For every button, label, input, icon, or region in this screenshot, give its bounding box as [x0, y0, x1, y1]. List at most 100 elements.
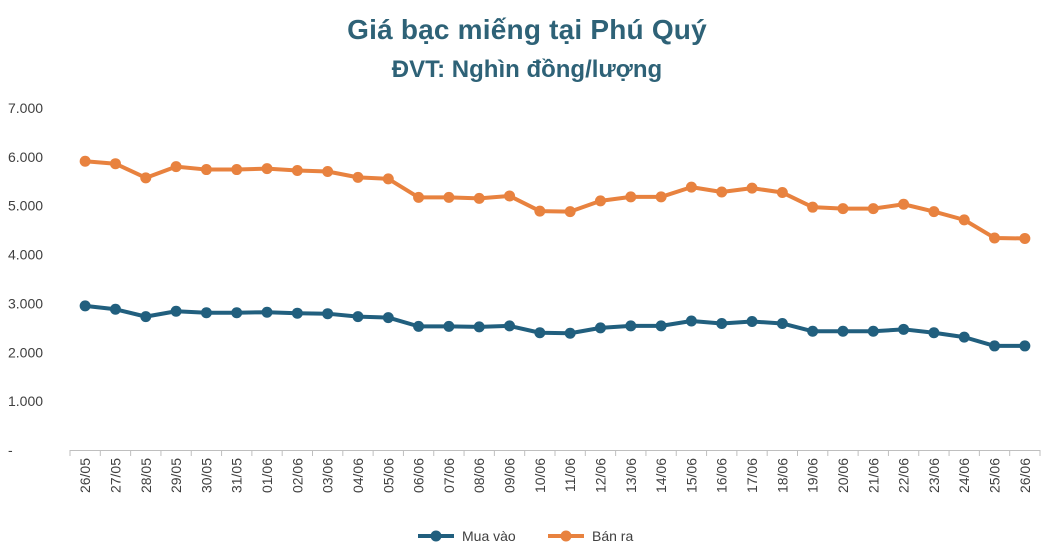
- x-tick-label: 04/06: [350, 458, 366, 493]
- data-point: [655, 320, 667, 332]
- data-point: [958, 214, 970, 226]
- y-axis: - 1.000 2.000 3.000 4.000 5.000 6.000 7.000: [8, 100, 43, 458]
- data-point: [200, 307, 212, 319]
- x-tick-label: 26/05: [77, 458, 93, 493]
- x-tick-label: 20/06: [835, 458, 851, 493]
- x-tick-label: 29/05: [168, 458, 184, 493]
- y-tick-label: 4.000: [8, 247, 43, 263]
- legend-marker: [430, 530, 442, 542]
- data-point: [594, 195, 606, 207]
- x-tick-label: 18/06: [774, 458, 790, 493]
- data-point: [322, 308, 334, 320]
- data-point: [473, 321, 485, 333]
- data-point: [837, 325, 849, 337]
- data-point: [564, 327, 576, 339]
- data-point: [685, 181, 697, 193]
- data-point: [170, 305, 182, 317]
- series-line: [84, 159, 1025, 241]
- legend: Mua vào Bán ra: [418, 528, 633, 544]
- data-point: [322, 166, 334, 178]
- data-point: [716, 186, 728, 198]
- y-tick-label: -: [8, 442, 13, 458]
- data-point: [1019, 340, 1031, 352]
- x-tick-label: 30/05: [198, 458, 214, 493]
- data-point: [79, 155, 91, 167]
- data-point: [867, 325, 879, 337]
- x-tick-label: 17/06: [744, 458, 760, 493]
- x-tick-label: 07/06: [441, 458, 457, 493]
- data-point: [291, 165, 303, 177]
- data-point: [958, 331, 970, 343]
- legend-label: Bán ra: [592, 528, 633, 544]
- x-tick-label: 16/06: [714, 458, 730, 493]
- data-point: [807, 201, 819, 213]
- chart-subtitle: ĐVT: Nghìn đồng/lượng: [391, 56, 663, 83]
- x-tick-label: 12/06: [592, 458, 608, 493]
- data-point: [534, 205, 546, 217]
- series-line: [84, 303, 1025, 348]
- x-tick-label: 02/06: [289, 458, 305, 493]
- chart-title: Giá bạc miếng tại Phú Quý: [347, 14, 707, 45]
- x-tick-label: 23/06: [926, 458, 942, 493]
- x-tick-label: 03/06: [320, 458, 336, 493]
- data-point: [898, 323, 910, 335]
- data-point: [79, 300, 91, 312]
- data-point: [443, 191, 455, 203]
- legend-item: Mua vào: [418, 528, 516, 544]
- data-point: [109, 158, 121, 170]
- data-point: [231, 307, 243, 319]
- legend-item: Bán ra: [548, 528, 633, 544]
- data-point: [989, 340, 1001, 352]
- data-point: [140, 311, 152, 323]
- y-tick-label: 5.000: [8, 198, 43, 214]
- data-point: [413, 191, 425, 203]
- data-point: [473, 192, 485, 204]
- y-tick-label: 6.000: [8, 149, 43, 165]
- x-tick-label: 31/05: [229, 458, 245, 493]
- data-point: [382, 312, 394, 324]
- data-point: [291, 307, 303, 319]
- x-tick-label: 28/05: [138, 458, 154, 493]
- x-tick-label: 06/06: [411, 458, 427, 493]
- x-tick-label: 22/06: [896, 458, 912, 493]
- data-point: [1019, 232, 1031, 244]
- data-point: [625, 320, 637, 332]
- data-point: [594, 322, 606, 334]
- data-point: [898, 198, 910, 210]
- data-point: [170, 161, 182, 173]
- data-point: [685, 315, 697, 327]
- data-point: [928, 206, 940, 218]
- data-point: [837, 203, 849, 215]
- series-ban-ra: [79, 155, 1031, 244]
- series-layer: [79, 155, 1031, 352]
- data-point: [867, 203, 879, 215]
- data-point: [746, 316, 758, 328]
- data-point: [746, 182, 758, 194]
- x-tick-label: 08/06: [471, 458, 487, 493]
- data-point: [534, 327, 546, 339]
- x-tick-label: 01/06: [259, 458, 275, 493]
- y-tick-label: 1.000: [8, 393, 43, 409]
- data-point: [776, 317, 788, 329]
- data-point: [564, 206, 576, 218]
- data-point: [504, 320, 516, 332]
- x-tick-label: 21/06: [865, 458, 881, 493]
- y-tick-label: 7.000: [8, 100, 43, 116]
- x-tick-label: 14/06: [653, 458, 669, 493]
- data-point: [200, 164, 212, 176]
- data-point: [625, 191, 637, 203]
- data-point: [989, 232, 1001, 244]
- x-tick-label: 25/06: [987, 458, 1003, 493]
- data-point: [443, 320, 455, 332]
- x-tick-label: 09/06: [502, 458, 518, 493]
- data-point: [504, 190, 516, 202]
- data-point: [261, 163, 273, 175]
- legend-marker: [560, 530, 572, 542]
- x-tick-label: 05/06: [380, 458, 396, 493]
- x-tick-label: 27/05: [107, 458, 123, 493]
- data-point: [261, 306, 273, 318]
- legend-label: Mua vào: [462, 528, 516, 544]
- x-tick-label: 13/06: [623, 458, 639, 493]
- x-tick-label: 24/06: [956, 458, 972, 493]
